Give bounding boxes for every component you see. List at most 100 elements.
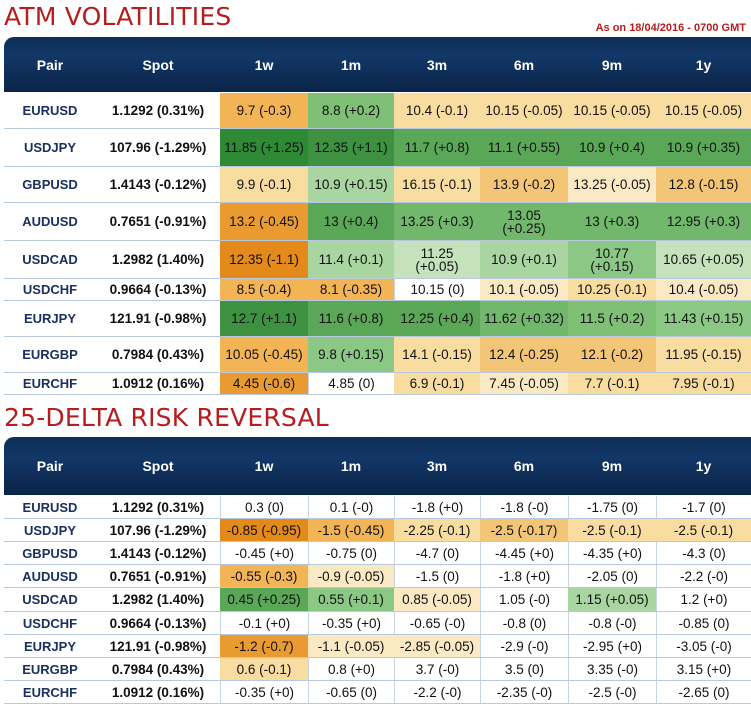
- value-cell: 11.43 (+0.15): [656, 301, 751, 336]
- value-cell: 0.8 (+0): [308, 658, 394, 680]
- pair-cell: GBPUSD: [22, 177, 78, 192]
- value-cell: 10.4 (-0.05): [656, 279, 751, 300]
- value-cell: -0.65 (0): [308, 681, 394, 703]
- value-cell: 12.25 (+0.4): [394, 301, 480, 336]
- atm-table: EURUSD 1.1292 (0.31%) 9.7 (-0.3) 8.8 (+0.2)…: [4, 93, 751, 395]
- value-cell: 11.25 (+0.05): [394, 241, 480, 278]
- value-cell: 11.85 (+1.25): [220, 129, 308, 166]
- pair-cell: EURJPY: [23, 638, 77, 654]
- rr-col-header: 1y: [695, 458, 712, 474]
- table-row: EURGBP 0.7984 (0.43%) 10.05 (-0.45) 9.8 (+0…: [4, 337, 751, 373]
- pair-cell: AUDUSD: [22, 214, 78, 229]
- value-cell: -3.05 (-0): [656, 635, 751, 657]
- atm-col-header: Spot: [142, 56, 174, 73]
- value-cell: 7.7 (-0.1): [568, 373, 656, 394]
- value-cell: 3.5 (0): [480, 658, 568, 680]
- spot-cell: 107.96 (-1.29%): [109, 140, 207, 155]
- value-cell: -1.75 (0): [568, 496, 656, 518]
- value-cell: 11.7 (+0.8): [394, 129, 480, 166]
- value-cell: 12.7 (+1.1): [220, 301, 308, 336]
- table-row: USDJPY 107.96 (-1.29%) 11.85 (+1.25) 12.35 …: [4, 129, 751, 167]
- value-cell: 10.15 (-0.05): [568, 93, 656, 128]
- value-cell: -1.8 (+0): [480, 565, 568, 587]
- value-cell: 10.15 (-0.05): [480, 93, 568, 128]
- pair-cell: EURCHF: [22, 684, 78, 700]
- value-cell: -2.5 (-0): [568, 681, 656, 703]
- spot-cell: 0.9664 (-0.13%): [109, 282, 207, 297]
- value-cell: 7.95 (-0.1): [656, 373, 751, 394]
- spot-cell: 1.1292 (0.31%): [111, 499, 205, 515]
- value-cell: -4.35 (+0): [568, 542, 656, 564]
- value-cell: 8.8 (+0.2): [308, 93, 394, 128]
- value-cell: 1.2 (+0): [656, 588, 751, 611]
- atm-col-header: 9m: [601, 56, 623, 73]
- value-cell: 3.15 (+0): [656, 658, 751, 680]
- value-cell: 10.15 (0): [394, 279, 480, 300]
- value-cell: -0.85 (0): [656, 612, 751, 634]
- rr-header: Pair Spot 1w 1m 3m 6m 9m 1y: [4, 437, 751, 495]
- value-cell: -1.8 (+0): [394, 496, 480, 518]
- value-cell: -2.2 (-0): [656, 565, 751, 587]
- value-cell: 0.3 (0): [220, 496, 308, 518]
- value-cell: -1.5 (0): [394, 565, 480, 587]
- value-cell: -4.7 (0): [394, 542, 480, 564]
- value-cell: -1.1 (-0.05): [308, 635, 394, 657]
- value-cell: 12.1 (-0.2): [568, 337, 656, 372]
- spot-cell: 1.2982 (1.40%): [111, 252, 205, 267]
- value-cell: -1.2 (-0.7): [220, 635, 308, 657]
- value-cell: 12.95 (+0.3): [656, 203, 751, 240]
- value-cell: 8.5 (-0.4): [220, 279, 308, 300]
- value-cell: 10.15 (-0.05): [656, 93, 751, 128]
- value-cell: -0.9 (-0.05): [308, 565, 394, 587]
- spot-cell: 1.1292 (0.31%): [111, 103, 205, 118]
- pair-cell: EURGBP: [22, 661, 78, 677]
- table-row: GBPUSD 1.4143 (-0.12%) 9.9 (-0.1) 10.9 (+0.…: [4, 167, 751, 203]
- value-cell: 1.05 (-0): [480, 588, 568, 611]
- rr-col-header: Spot: [142, 458, 174, 474]
- table-row: AUDUSD 0.7651 (-0.91%) -0.55 (-0.3) -0.9 (-…: [4, 565, 751, 588]
- table-row: EURUSD 1.1292 (0.31%) 0.3 (0) 0.1 (-0) -1.8 …: [4, 496, 751, 519]
- table-row: USDCAD 1.2982 (1.40%) 0.45 (+0.25) 0.55 (+0…: [4, 588, 751, 612]
- value-cell: 3.7 (-0): [394, 658, 480, 680]
- value-cell: 10.05 (-0.45): [220, 337, 308, 372]
- value-cell: 10.9 (+0.4): [568, 129, 656, 166]
- atm-header: Pair Spot 1w 1m 3m 6m 9m 1y: [4, 37, 751, 92]
- value-cell: -0.8 (0): [480, 612, 568, 634]
- value-cell: -2.5 (-0.1): [568, 519, 656, 541]
- value-cell: -2.95 (+0): [568, 635, 656, 657]
- table-row: GBPUSD 1.4143 (-0.12%) -0.45 (+0) -0.75 (0)…: [4, 542, 751, 565]
- spot-cell: 1.4143 (-0.12%): [109, 177, 207, 192]
- spot-cell: 121.91 (-0.98%): [109, 311, 207, 326]
- table-row: USDCHF 0.9664 (-0.13%) -0.1 (+0) -0.35 (+0)…: [4, 612, 751, 635]
- value-cell: -2.35 (-0): [480, 681, 568, 703]
- value-cell: -0.35 (+0): [220, 681, 308, 703]
- value-cell: -0.65 (-0): [394, 612, 480, 634]
- spot-cell: 1.4143 (-0.12%): [109, 545, 207, 561]
- spot-cell: 107.96 (-1.29%): [109, 522, 207, 538]
- value-cell: 9.7 (-0.3): [220, 93, 308, 128]
- value-cell: 4.45 (-0.6): [220, 373, 308, 394]
- value-cell: 9.8 (+0.15): [308, 337, 394, 372]
- value-cell: 0.85 (-0.05): [394, 588, 480, 611]
- value-cell: 13.2 (-0.45): [220, 203, 308, 240]
- spot-cell: 0.9664 (-0.13%): [109, 615, 207, 631]
- pair-cell: GBPUSD: [22, 545, 78, 561]
- value-cell: -2.65 (0): [656, 681, 751, 703]
- spot-cell: 0.7651 (-0.91%): [109, 214, 207, 229]
- value-cell: 10.25 (-0.1): [568, 279, 656, 300]
- value-cell: 7.45 (-0.05): [480, 373, 568, 394]
- table-row: EURGBP 0.7984 (0.43%) 0.6 (-0.1) 0.8 (+0) 3.…: [4, 658, 751, 681]
- atm-title: ATM VOLATILITIES: [4, 2, 232, 31]
- value-cell: 0.55 (+0.1): [308, 588, 394, 611]
- value-cell: 0.6 (-0.1): [220, 658, 308, 680]
- value-cell: 16.15 (-0.1): [394, 167, 480, 202]
- rr-col-header: 1m: [340, 458, 362, 474]
- spot-cell: 0.7651 (-0.91%): [109, 568, 207, 584]
- pair-cell: EURUSD: [22, 499, 78, 515]
- pair-cell: USDJPY: [23, 522, 77, 538]
- as-on-date: As on 18/04/2016 - 0700 GMT: [595, 22, 746, 34]
- atm-col-header: 1w: [254, 56, 274, 73]
- value-cell: 12.4 (-0.25): [480, 337, 568, 372]
- pair-cell: EURGBP: [22, 347, 78, 362]
- table-row: USDCAD 1.2982 (1.40%) 12.35 (-1.1) 11.4 (+0…: [4, 241, 751, 279]
